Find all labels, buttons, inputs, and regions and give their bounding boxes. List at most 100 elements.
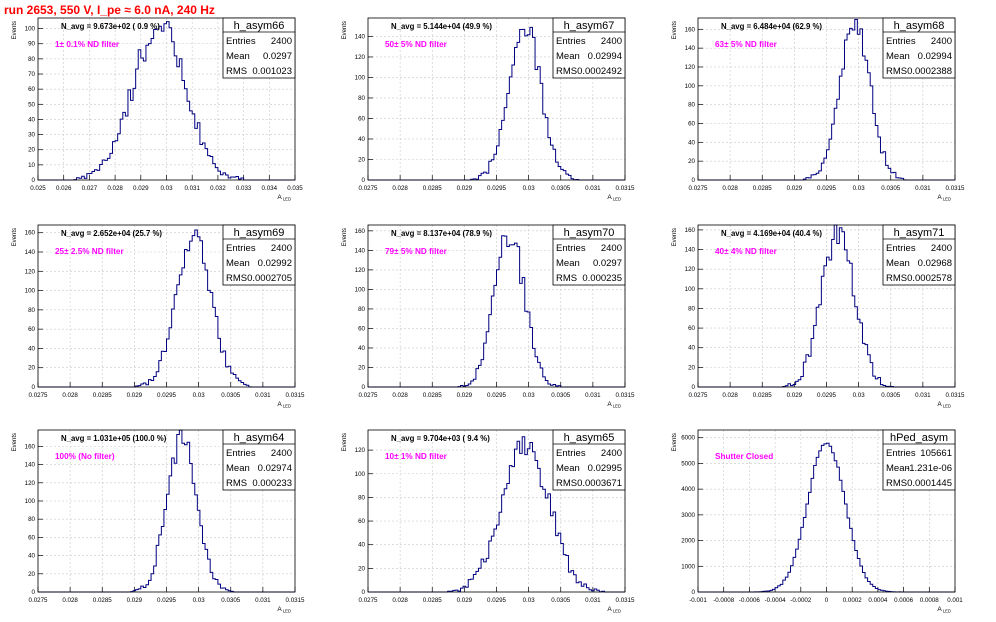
stats-label: RMS: [886, 273, 907, 284]
stats-label: RMS: [226, 273, 247, 284]
y-tick-label: 160: [25, 443, 36, 450]
stats-value: 2400: [601, 36, 622, 47]
y-tick-label: 160: [25, 230, 36, 237]
y-axis-label: Events: [342, 433, 348, 451]
y-tick-label: 40: [358, 345, 365, 352]
y-tick-label: 0: [692, 384, 696, 391]
y-tick-label: 40: [28, 553, 35, 560]
y-tick-label: 140: [355, 247, 366, 254]
y-tick-label: 40: [28, 345, 35, 352]
stats-label: Entries: [226, 36, 256, 47]
plot-frame: [367, 224, 626, 388]
x-tick-label: 0.0285: [753, 392, 772, 399]
plot-frame: [367, 17, 626, 181]
x-tick-label: 0.028: [392, 597, 408, 604]
x-tick-label: -0.0002: [790, 597, 812, 604]
x-tick-label: 0.031: [585, 185, 601, 192]
histogram-panel-h_asym64: 0.0275 0.028 0.0285 0.029 0.0295 0.03 0.0305 0.…: [12, 429, 305, 614]
stats-label: Mean: [226, 258, 250, 269]
stats-value: 0.02968: [918, 258, 952, 269]
histogram-panel-h_asym65: 0.0275 0.028 0.0285 0.029 0.0295 0.03 0.0305 0.…: [342, 429, 635, 614]
navg-label: N_avg = 8.137e+04 (78.9 %): [391, 229, 492, 238]
y-tick-label: 20: [688, 158, 695, 165]
y-tick-label: 20: [358, 364, 365, 371]
stats-label: RMS: [556, 66, 577, 77]
stats-value: 0.02994: [588, 51, 622, 62]
x-tick-label: 0.0285: [753, 185, 772, 192]
y-tick-label: 0: [32, 384, 36, 391]
x-tick-label: 0.029: [127, 392, 143, 399]
stats-label: Entries: [886, 448, 916, 459]
stats-label: Mean: [886, 463, 910, 474]
x-tick-label: 0.028: [62, 392, 78, 399]
y-tick-label: 0: [362, 177, 366, 184]
y-tick-label: 60: [358, 518, 365, 525]
stats-title: h_asym64: [234, 432, 285, 444]
y-tick-label: 80: [688, 305, 695, 312]
stats-value: 2400: [931, 243, 952, 254]
y-axis-label: Events: [12, 21, 18, 39]
stats-box: [222, 224, 296, 286]
x-tick-label: 0.0275: [689, 185, 708, 192]
y-axis-label: Events: [12, 433, 18, 451]
x-tick-label: 0.03: [523, 185, 536, 192]
y-tick-label: 0: [362, 384, 366, 391]
x-tick-label: 0.001: [947, 597, 963, 604]
x-tick-label: 0.0305: [551, 597, 570, 604]
x-tick-label: 0.028: [392, 392, 408, 399]
x-tick-label: 0.03: [853, 392, 866, 399]
x-tick-label: 0.0315: [616, 597, 635, 604]
x-tick-label: 0.029: [457, 597, 473, 604]
stats-value: 0.02995: [588, 463, 622, 474]
x-tick-label: 0.029: [457, 185, 473, 192]
navg-label: N_avg = 1.031e+05 (100.0 %): [61, 434, 167, 443]
y-axis-label: Events: [672, 228, 678, 246]
stats-value: 0.0297: [593, 258, 622, 269]
x-tick-label: 0.031: [915, 185, 931, 192]
x-tick-label: 0.0285: [93, 597, 112, 604]
x-tick-label: 0.0305: [881, 185, 900, 192]
stats-value: 2400: [271, 243, 292, 254]
stats-value: 105661: [920, 448, 952, 459]
x-tick-label: 0.031: [255, 392, 271, 399]
navg-label: N_avg = 9.673e+02 ( 0.9 %): [61, 22, 160, 31]
stats-box: [222, 429, 296, 491]
x-tick-label: 0.0295: [157, 597, 176, 604]
y-tick-label: 100: [685, 83, 696, 90]
histogram-panel-h_asym69: 0.0275 0.028 0.0285 0.029 0.0295 0.03 0.0305 0.…: [12, 224, 305, 409]
stats-value: 0.0002492: [577, 66, 622, 77]
stats-title: h_asym68: [894, 20, 945, 32]
y-tick-label: 80: [358, 306, 365, 313]
filter-label: 100% (No filter): [55, 452, 115, 461]
y-tick-label: 40: [688, 139, 695, 146]
y-tick-label: 0: [692, 177, 696, 184]
histogram-panel-h_asym67: 0.0275 0.028 0.0285 0.029 0.0295 0.03 0.0305 0.…: [342, 17, 635, 202]
stats-label: Entries: [886, 243, 916, 254]
y-axis-label: Events: [12, 228, 18, 246]
x-tick-label: 0.03: [853, 185, 866, 192]
y-tick-label: 30: [28, 132, 35, 139]
x-tick-label: 0.0295: [487, 392, 506, 399]
y-tick-label: 20: [28, 147, 35, 154]
stats-label: Entries: [226, 448, 256, 459]
y-tick-label: 60: [28, 534, 35, 541]
y-tick-label: 80: [28, 307, 35, 314]
y-tick-label: 80: [28, 56, 35, 63]
navg-label: N_avg = 6.484e+04 (62.9 %): [721, 22, 822, 31]
x-axis-label: A LED: [277, 401, 291, 409]
stats-title: hPed_asym: [890, 432, 948, 444]
x-tick-label: 0.0305: [551, 185, 570, 192]
x-tick-label: 0.027: [82, 185, 98, 192]
y-tick-label: 0: [692, 589, 696, 596]
stats-box: [552, 429, 626, 491]
stats-value: 0.02994: [918, 51, 952, 62]
x-tick-label: 0.026: [56, 185, 72, 192]
stats-label: Entries: [886, 36, 916, 47]
x-tick-label: 0.029: [787, 185, 803, 192]
x-tick-label: 0.029: [133, 185, 149, 192]
stats-label: Entries: [226, 243, 256, 254]
filter-label: 10± 1% ND filter: [385, 452, 448, 461]
stats-box: [222, 17, 296, 79]
x-tick-label: 0.0315: [616, 392, 635, 399]
stats-value: 0.0003671: [577, 478, 622, 489]
